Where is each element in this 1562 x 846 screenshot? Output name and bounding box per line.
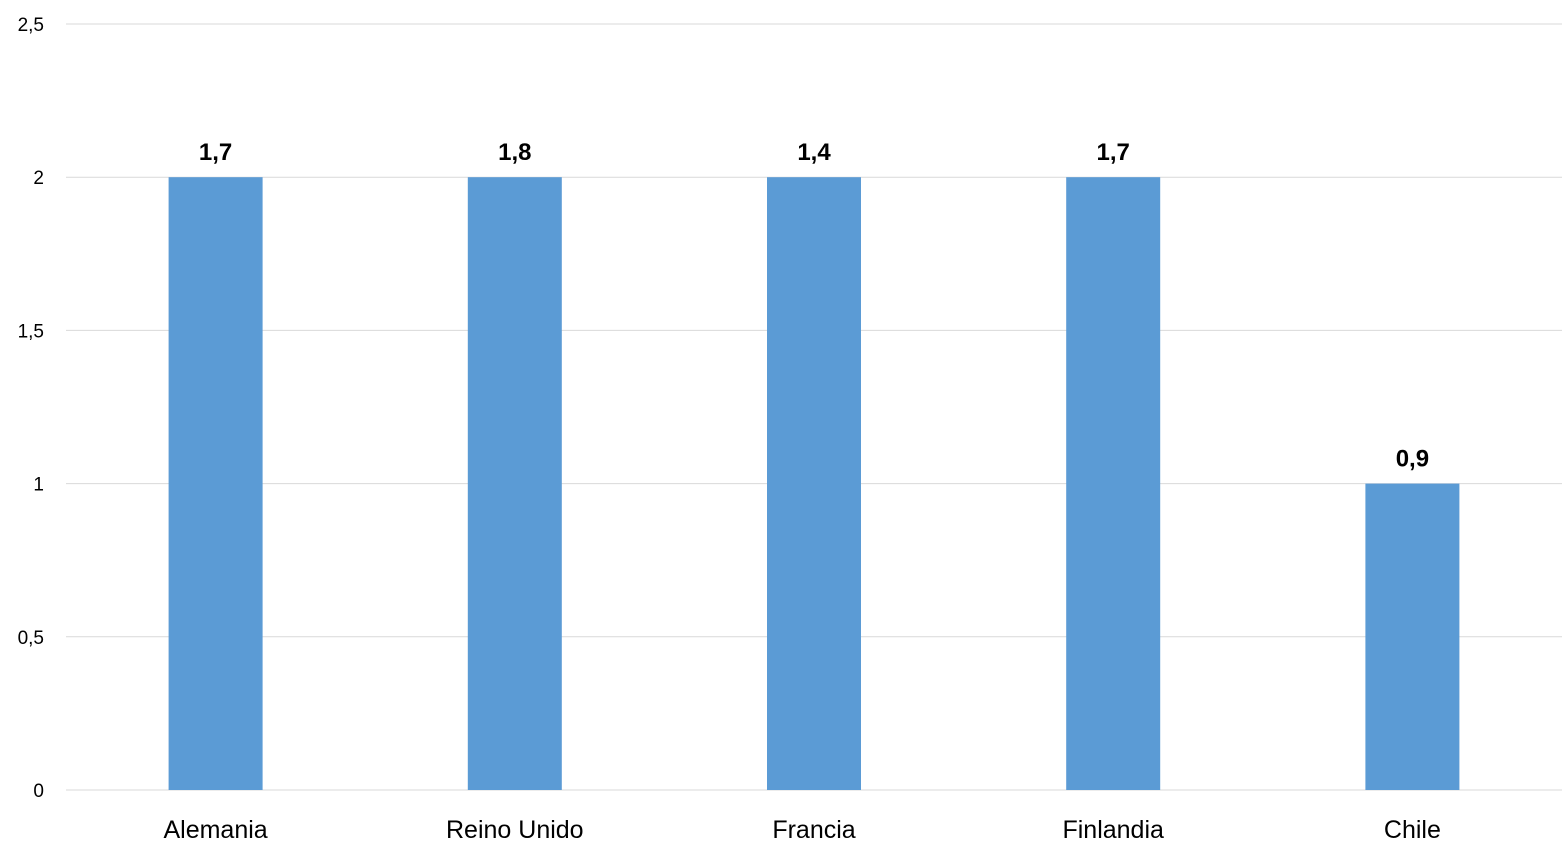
bar xyxy=(168,177,263,790)
data-label: 1,7 xyxy=(1097,139,1130,166)
data-label: 1,7 xyxy=(199,139,232,166)
y-tick-label: 0 xyxy=(33,781,44,802)
bars xyxy=(168,177,1460,790)
bar xyxy=(467,177,562,790)
data-label: 1,4 xyxy=(797,139,831,166)
x-tick-label: Francia xyxy=(772,816,855,844)
x-tick-label: Chile xyxy=(1384,816,1441,844)
data-label: 1,8 xyxy=(498,139,531,166)
bar xyxy=(1365,483,1460,790)
x-tick-label: Finlandia xyxy=(1062,816,1164,844)
y-tick-label: 1 xyxy=(33,475,44,496)
y-tick-label: 2 xyxy=(33,168,44,189)
y-tick-label: 2,5 xyxy=(18,15,44,36)
x-axis-labels: Alemania Reino Unido Francia Finlandia Chile xyxy=(163,816,1440,844)
x-tick-label: Reino Unido xyxy=(446,816,584,844)
y-tick-label: 0,5 xyxy=(18,628,44,649)
bar xyxy=(767,177,861,790)
y-axis-ticks: 0 0,5 1 1,5 2 2,5 xyxy=(18,15,44,802)
data-labels: 1,7 1,8 1,4 1,7 0,9 xyxy=(199,139,1429,472)
bar xyxy=(1066,177,1161,790)
y-tick-label: 1,5 xyxy=(18,321,44,342)
data-label: 0,9 xyxy=(1396,446,1429,473)
x-tick-label: Alemania xyxy=(163,816,267,844)
